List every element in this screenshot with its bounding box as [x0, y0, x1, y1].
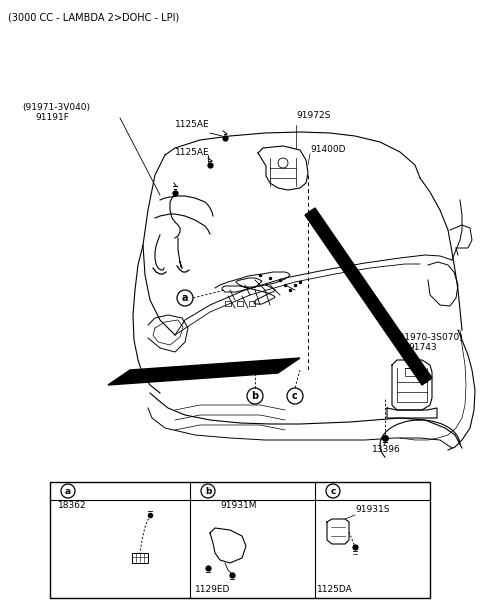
- Polygon shape: [108, 358, 300, 385]
- Text: 91743: 91743: [408, 343, 437, 352]
- Text: c: c: [330, 486, 336, 495]
- Text: 1125DA: 1125DA: [317, 585, 353, 594]
- Text: 91931M: 91931M: [220, 501, 256, 510]
- Text: 91972S: 91972S: [296, 111, 330, 120]
- Bar: [132, 553, 148, 563]
- Text: b: b: [205, 486, 211, 495]
- Text: 1125AE: 1125AE: [175, 120, 210, 129]
- Text: 91931S: 91931S: [355, 505, 389, 514]
- Text: 1129ED: 1129ED: [195, 585, 231, 594]
- Text: (91970-3S070): (91970-3S070): [395, 333, 463, 342]
- Bar: [225, 301, 231, 306]
- Text: (3000 CC - LAMBDA 2>DOHC - LPI): (3000 CC - LAMBDA 2>DOHC - LPI): [8, 13, 179, 23]
- Bar: [249, 301, 255, 306]
- Text: 1125AE: 1125AE: [175, 148, 210, 157]
- Text: 13396: 13396: [372, 445, 401, 454]
- Polygon shape: [305, 208, 432, 385]
- Text: a: a: [65, 486, 71, 495]
- Text: b: b: [252, 391, 259, 401]
- Text: 91191F: 91191F: [35, 113, 69, 122]
- Text: 91400D: 91400D: [310, 145, 346, 154]
- Text: c: c: [292, 391, 298, 401]
- Text: a: a: [182, 293, 188, 303]
- Bar: [237, 301, 243, 306]
- Text: 18362: 18362: [58, 501, 86, 510]
- Bar: [50, 482, 430, 598]
- Text: (91971-3V040): (91971-3V040): [22, 103, 90, 112]
